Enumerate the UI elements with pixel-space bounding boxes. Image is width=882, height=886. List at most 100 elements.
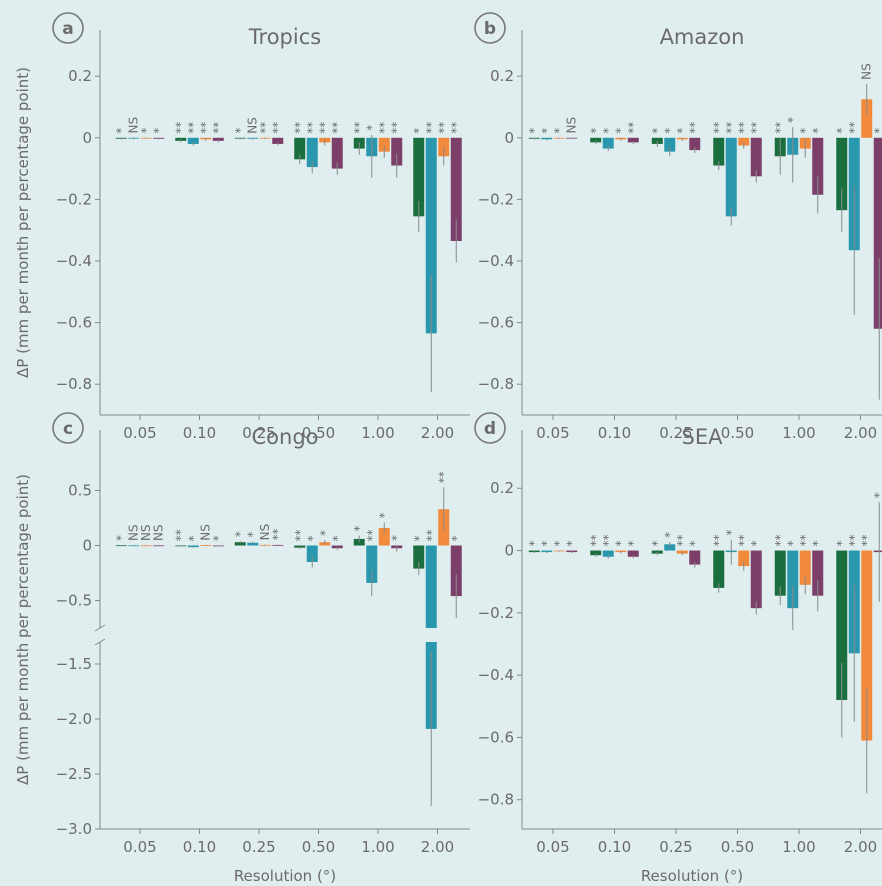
x-tick-label: 1.00 (361, 424, 394, 442)
y-tick-label: 0 (504, 542, 514, 560)
significance-label: NS (565, 117, 579, 134)
bar (861, 99, 873, 138)
significance-label: NS (258, 524, 272, 541)
bar (664, 137, 676, 152)
panel-label: b (484, 19, 496, 39)
significance-label: * (552, 128, 566, 134)
significance-label: * (552, 541, 566, 547)
bar (664, 544, 676, 551)
y-tick-label: −0.5 (56, 592, 92, 610)
significance-label: * (614, 128, 628, 134)
bar (602, 137, 614, 149)
y-tick-label: −0.8 (478, 375, 514, 393)
significance-label: * (872, 128, 882, 134)
x-tick-label: 0.25 (659, 424, 692, 442)
bar (861, 550, 873, 741)
significance-label: ** (847, 535, 861, 547)
x-tick-label: 0.50 (721, 838, 754, 856)
significance-label: * (114, 535, 128, 541)
significance-label: * (377, 512, 391, 518)
significance-label: * (449, 536, 463, 542)
significance-label: * (601, 128, 615, 134)
significance-label: ** (724, 122, 738, 134)
significance-label: * (589, 128, 603, 134)
x-tick-label: 2.00 (844, 424, 877, 442)
significance-label: ** (437, 122, 451, 134)
significance-label: ** (847, 122, 861, 134)
significance-label: ** (737, 535, 751, 547)
x-tick-label: 2.00 (421, 424, 454, 442)
significance-label: * (688, 541, 702, 547)
significance-label: ** (318, 122, 332, 134)
y-tick-label: −2.5 (56, 765, 92, 783)
significance-label: * (390, 535, 404, 541)
significance-label: * (872, 492, 882, 498)
x-tick-label: 0.05 (536, 424, 569, 442)
bar (676, 550, 688, 554)
y-axis-label: ΔP (mm per month per percentage point) (14, 67, 32, 378)
bar (590, 137, 602, 143)
y-tick-label: −0.4 (478, 252, 514, 270)
y-tick-label: −3.0 (56, 820, 92, 838)
y-tick-label: 0 (504, 129, 514, 147)
bar (378, 137, 390, 152)
panel-label: a (62, 19, 73, 39)
significance-label: ** (437, 471, 451, 483)
bar (450, 545, 462, 597)
bar (873, 550, 882, 553)
significance-label: * (724, 530, 738, 536)
significance-label: * (786, 541, 800, 547)
bar (272, 137, 284, 144)
significance-label: * (565, 541, 579, 547)
panel-title: SEA (682, 425, 724, 449)
significance-label: ** (365, 530, 379, 542)
bar (738, 550, 750, 567)
y-tick-label: −0.2 (478, 190, 514, 208)
significance-label: * (186, 536, 200, 542)
significance-label: * (114, 128, 128, 134)
bar (836, 137, 848, 211)
y-tick-label: −0.2 (478, 604, 514, 622)
significance-label: ** (601, 535, 615, 547)
bar (413, 137, 425, 217)
significance-label: * (318, 530, 332, 536)
significance-label: ** (293, 530, 307, 542)
bar (140, 545, 152, 547)
significance-label: * (540, 128, 554, 134)
significance-label: NS (152, 524, 166, 541)
bar (836, 550, 848, 701)
x-tick-label: 0.10 (598, 838, 631, 856)
significance-label: * (540, 541, 554, 547)
bar (651, 550, 663, 554)
y-tick-label: −0.6 (478, 728, 514, 746)
panel-badge (474, 12, 506, 44)
bar (725, 137, 737, 217)
significance-label: * (663, 128, 677, 134)
significance-label: ** (390, 122, 404, 134)
bar (750, 137, 762, 177)
significance-label: ** (737, 122, 751, 134)
bar (366, 545, 378, 583)
y-tick-label: −0.8 (478, 791, 514, 809)
significance-label: ** (773, 122, 787, 134)
significance-label: ** (424, 530, 438, 542)
significance-label: * (835, 541, 849, 547)
bar (713, 550, 725, 588)
significance-label: * (365, 125, 379, 131)
y-tick-label: 0.2 (490, 479, 514, 497)
bar (331, 137, 343, 169)
significance-label: * (650, 128, 664, 134)
x-tick-label: 1.00 (361, 838, 394, 856)
significance-label: ** (330, 122, 344, 134)
bar (128, 545, 140, 547)
significance-label: ** (860, 535, 874, 547)
y-tick-label: −0.6 (56, 314, 92, 332)
significance-label: * (811, 128, 825, 134)
panel-title: Amazon (660, 25, 745, 49)
significance-label: ** (293, 122, 307, 134)
significance-label: NS (199, 524, 213, 541)
significance-label: * (152, 128, 166, 134)
bar (306, 545, 318, 562)
x-tick-label: 0.50 (302, 838, 335, 856)
significance-label: ** (305, 122, 319, 134)
